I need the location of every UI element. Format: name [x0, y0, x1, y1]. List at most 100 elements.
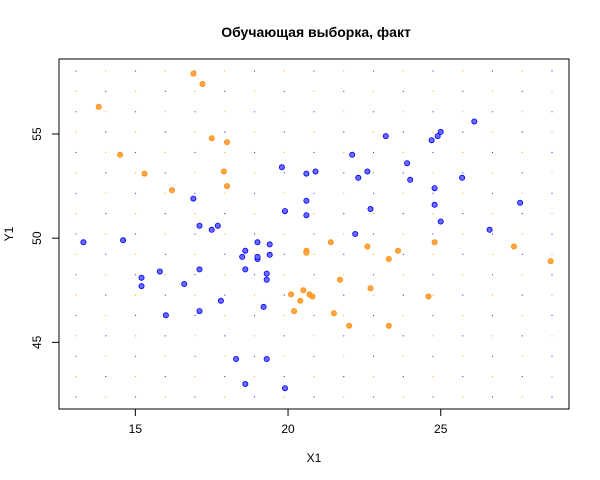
grid-dot — [75, 294, 77, 296]
grid-dot — [164, 335, 166, 337]
grid-dot — [75, 70, 77, 72]
grid-dot — [462, 396, 464, 398]
x-axis-label: X1 — [307, 451, 322, 465]
grid-dot — [432, 111, 434, 113]
data-point-series-1 — [156, 268, 163, 275]
grid-dot — [551, 314, 553, 317]
grid-dot — [75, 90, 77, 92]
data-point-series-1 — [303, 197, 310, 204]
grid-dot — [372, 396, 375, 398]
grid-dot — [551, 70, 553, 72]
grid-dot — [313, 253, 315, 255]
data-point-series-2 — [385, 322, 392, 329]
grid-dot — [343, 274, 345, 276]
grid-dot — [491, 253, 494, 255]
grid-dot — [134, 335, 137, 337]
data-point-series-1 — [239, 253, 246, 260]
grid-dot — [313, 131, 315, 133]
data-point-series-1 — [431, 185, 438, 192]
grid-dot — [402, 274, 404, 276]
grid-dot — [134, 111, 137, 113]
data-point-series-1 — [471, 118, 478, 125]
grid-dot — [372, 335, 375, 337]
data-point-series-1 — [138, 274, 145, 281]
grid-dot — [462, 213, 464, 215]
grid-dot — [194, 233, 196, 235]
grid-dot — [283, 274, 285, 276]
grid-dot — [194, 192, 196, 194]
grid-dot — [491, 396, 494, 398]
grid-dot — [372, 131, 375, 133]
grid-dot — [551, 131, 553, 133]
grid-dot — [105, 90, 107, 92]
chart-title: Обучающая выборка, факт — [221, 24, 411, 40]
data-point-series-1 — [281, 385, 288, 392]
grid-dot — [432, 355, 434, 357]
grid-dot — [521, 396, 523, 398]
data-point-series-2 — [336, 276, 343, 283]
grid-dot — [551, 253, 553, 255]
grid-dot — [253, 396, 256, 398]
grid-dot — [343, 355, 345, 357]
y-axis-label: Y1 — [2, 226, 16, 241]
grid-dot — [491, 294, 494, 296]
grid-dot — [224, 192, 226, 194]
data-point-series-1 — [437, 128, 444, 135]
grid-dot — [313, 355, 315, 357]
grid-dot — [372, 90, 375, 92]
grid-dot — [224, 213, 226, 215]
grid-dot — [432, 131, 434, 133]
grid-dot — [551, 376, 553, 378]
grid-dot — [164, 233, 166, 235]
grid-dot — [194, 376, 196, 378]
grid-dot — [551, 111, 553, 113]
grid-dot — [283, 376, 285, 378]
grid-dot — [343, 294, 345, 296]
grid-dot — [402, 396, 404, 398]
grid-dot — [105, 151, 107, 154]
grid-dot — [105, 396, 107, 398]
grid-dot — [164, 90, 166, 92]
grid-dot — [253, 253, 256, 255]
data-point-series-1 — [138, 283, 145, 290]
grid-dot — [491, 151, 494, 154]
grid-dot — [551, 192, 553, 194]
grid-dot — [372, 294, 375, 296]
grid-dot — [402, 70, 404, 72]
grid-dot — [372, 111, 375, 113]
grid-dot — [432, 253, 434, 255]
grid-dot — [164, 274, 166, 276]
grid-dot — [224, 233, 226, 235]
grid-dot — [521, 233, 523, 235]
data-point-series-2 — [385, 255, 392, 262]
grid-dot — [432, 70, 434, 72]
data-point-series-1 — [437, 218, 444, 225]
grid-dot — [194, 131, 196, 133]
grid-dot — [521, 192, 523, 194]
data-point-series-2 — [510, 243, 517, 250]
grid-dot — [402, 253, 404, 255]
grid-dot — [224, 376, 226, 378]
data-point-series-1 — [382, 133, 389, 140]
data-point-series-2 — [431, 239, 438, 246]
grid-dot — [283, 131, 285, 133]
grid-dot — [432, 376, 434, 378]
data-point-series-2 — [425, 293, 432, 300]
data-point-series-2 — [303, 249, 310, 256]
data-point-series-1 — [407, 176, 414, 183]
grid-dot — [462, 70, 464, 72]
grid-dot — [521, 151, 523, 154]
grid-dot — [134, 314, 137, 317]
grid-dot — [372, 213, 375, 215]
grid-dot — [432, 192, 434, 194]
x-axis: 15 20 25 — [129, 408, 448, 436]
grid-dot — [402, 335, 404, 337]
grid-dot — [551, 213, 553, 215]
grid-dot — [551, 355, 553, 357]
grid-dot — [75, 151, 77, 154]
grid-dot — [491, 90, 494, 92]
grid-dot — [134, 396, 137, 398]
grid-dot — [224, 131, 226, 133]
grid-dot — [194, 111, 196, 113]
